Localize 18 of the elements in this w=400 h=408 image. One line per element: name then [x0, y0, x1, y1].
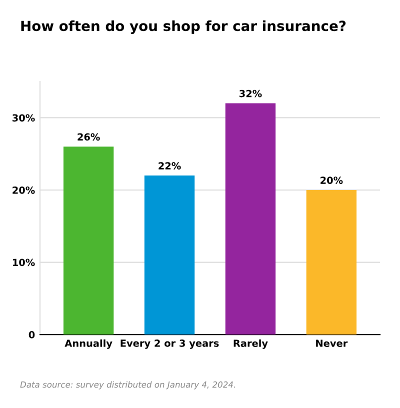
data-label: 26% [78, 133, 100, 141]
x-tick-label: Every 2 or 3 years [120, 340, 219, 349]
chart-title: How often do you shop for car insurance? [21, 20, 346, 34]
bar [306, 190, 357, 335]
x-tick-label: Annually [64, 339, 112, 349]
data-label: 32% [239, 90, 262, 98]
y-tick-label: 0 [28, 331, 35, 338]
bar [225, 103, 276, 335]
y-tick-label: 30% [12, 114, 35, 122]
x-tick-label: Rarely [234, 339, 268, 349]
y-tick-label: 10% [12, 258, 35, 266]
bar [63, 146, 114, 335]
source-note: Data source: survey distributed on January 4, 2024. [20, 381, 236, 390]
x-tick-label: Never [316, 340, 348, 347]
bar [144, 176, 195, 335]
y-tick-label: 20% [12, 186, 35, 194]
data-label: 20% [320, 176, 343, 184]
data-label: 22% [158, 162, 181, 170]
